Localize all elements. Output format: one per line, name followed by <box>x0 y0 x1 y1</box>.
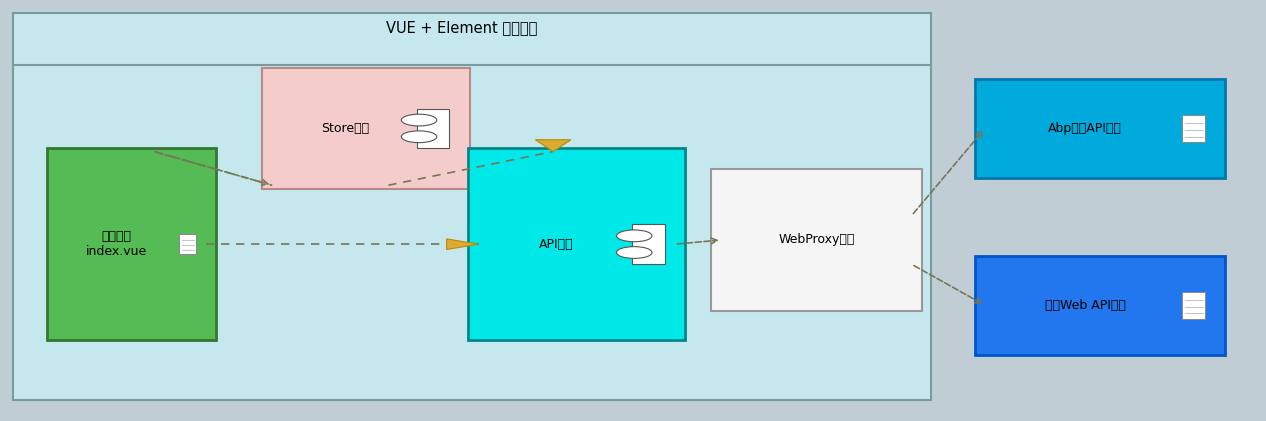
Circle shape <box>401 114 437 126</box>
FancyBboxPatch shape <box>13 13 931 400</box>
Text: VUE + Element 前端项目: VUE + Element 前端项目 <box>386 20 538 35</box>
FancyBboxPatch shape <box>417 109 449 148</box>
FancyBboxPatch shape <box>262 68 470 189</box>
FancyBboxPatch shape <box>711 169 922 311</box>
Circle shape <box>401 131 437 143</box>
FancyBboxPatch shape <box>179 234 196 254</box>
FancyBboxPatch shape <box>1182 291 1205 319</box>
FancyBboxPatch shape <box>975 256 1225 355</box>
Text: Abp后端API接口: Abp后端API接口 <box>1048 122 1122 135</box>
Text: 其他Web API接口: 其他Web API接口 <box>1044 299 1125 312</box>
Polygon shape <box>536 140 571 152</box>
Text: API模块: API模块 <box>539 238 573 250</box>
FancyBboxPatch shape <box>468 148 685 340</box>
Text: WebProxy代理: WebProxy代理 <box>779 234 855 246</box>
FancyBboxPatch shape <box>632 224 665 264</box>
Circle shape <box>617 230 652 242</box>
FancyBboxPatch shape <box>47 148 216 340</box>
Text: Store模块: Store模块 <box>322 122 370 135</box>
Circle shape <box>617 247 652 258</box>
FancyBboxPatch shape <box>975 79 1225 178</box>
Polygon shape <box>447 239 479 250</box>
FancyBboxPatch shape <box>1182 115 1205 142</box>
Text: 页面模块
index.vue: 页面模块 index.vue <box>86 230 147 258</box>
